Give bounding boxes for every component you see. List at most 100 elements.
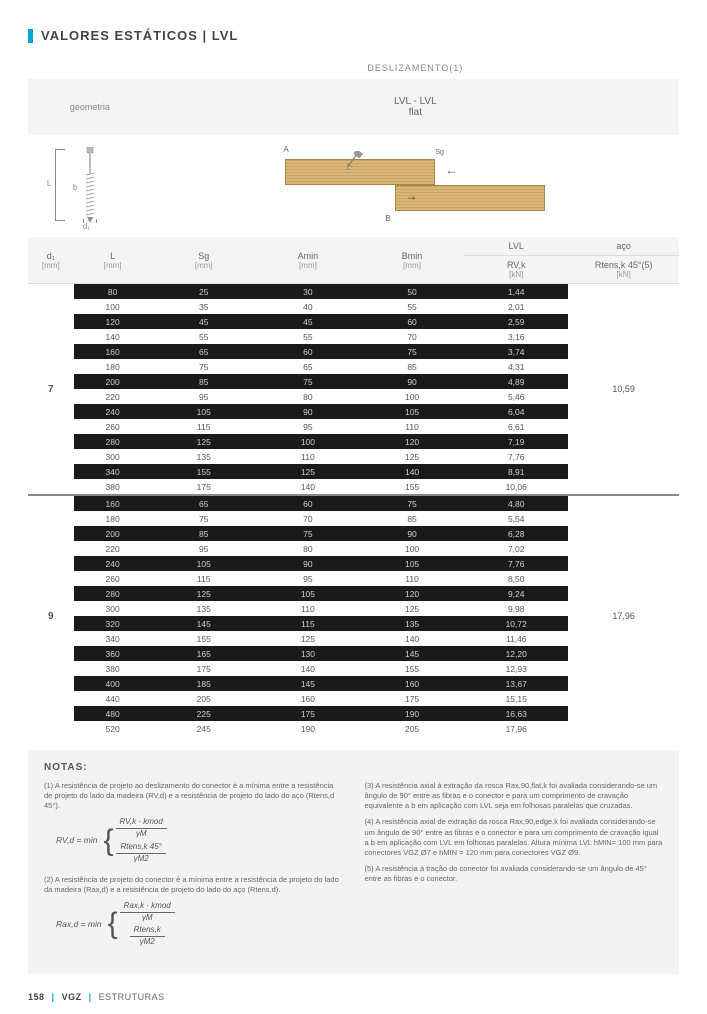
col-Sg: Sg[mm]: [152, 237, 256, 284]
cell-Sg: 105: [152, 404, 256, 419]
cell-Amin: 160: [256, 691, 360, 706]
cell-Amin: 75: [256, 374, 360, 389]
cell-Rvk: 4,31: [464, 359, 568, 374]
cell-Amin: 95: [256, 419, 360, 434]
cell-Bmin: 75: [360, 495, 464, 511]
cell-Amin: 100: [256, 434, 360, 449]
cell-Bmin: 90: [360, 374, 464, 389]
cell-Sg: 135: [152, 449, 256, 464]
cell-Rvk: 5,46: [464, 389, 568, 404]
cell-Bmin: 110: [360, 419, 464, 434]
header-geometria: geometria: [28, 79, 152, 135]
cell-Sg: 65: [152, 344, 256, 359]
cell-L: 160: [74, 495, 152, 511]
cell-Rvk: 10,72: [464, 616, 568, 631]
screw-icon: [81, 147, 99, 225]
cell-Amin: 110: [256, 449, 360, 464]
col-L: L[mm]: [74, 237, 152, 284]
cell-Bmin: 155: [360, 479, 464, 495]
footer-page: 158: [28, 992, 45, 1002]
cell-Sg: 125: [152, 586, 256, 601]
cell-Sg: 115: [152, 571, 256, 586]
cell-Sg: 85: [152, 374, 256, 389]
note-3: (3) A resistência axial à extração da ro…: [365, 781, 664, 811]
cell-Bmin: 120: [360, 434, 464, 449]
col-Amin: Amin[mm]: [256, 237, 360, 284]
cell-Amin: 80: [256, 389, 360, 404]
cell-Amin: 90: [256, 404, 360, 419]
cell-Rvk: 11,46: [464, 631, 568, 646]
cell-L: 140: [74, 329, 152, 344]
cell-Bmin: 90: [360, 526, 464, 541]
cell-Sg: 125: [152, 434, 256, 449]
cell-Rvk: 9,98: [464, 601, 568, 616]
cell-Bmin: 105: [360, 404, 464, 419]
cell-Bmin: 125: [360, 601, 464, 616]
cell-L: 280: [74, 434, 152, 449]
cell-Rvk: 6,28: [464, 526, 568, 541]
cell-Bmin: 160: [360, 676, 464, 691]
cell-Bmin: 50: [360, 284, 464, 300]
cell-Sg: 55: [152, 329, 256, 344]
cell-Bmin: 70: [360, 329, 464, 344]
cell-Rvk: 8,50: [464, 571, 568, 586]
cell-L: 300: [74, 601, 152, 616]
cell-Amin: 45: [256, 314, 360, 329]
cell-L: 240: [74, 556, 152, 571]
cell-L: 180: [74, 511, 152, 526]
notes-box: NOTAS: (1) A resistência de projeto ao d…: [28, 750, 679, 974]
cell-Rvk: 16,63: [464, 706, 568, 721]
cell-Sg: 75: [152, 511, 256, 526]
formula-rvd: RV,d = min { RV,k · kmodγM Rtens,k 45°γM…: [56, 817, 343, 864]
cell-Sg: 35: [152, 299, 256, 314]
col-lvl-group: LVL: [464, 237, 568, 256]
cell-Rvk: 5,54: [464, 511, 568, 526]
cell-Amin: 80: [256, 541, 360, 556]
cell-Bmin: 55: [360, 299, 464, 314]
cell-Rvk: 13,67: [464, 676, 568, 691]
cell-Amin: 140: [256, 479, 360, 495]
cell-Rvk: 12,93: [464, 661, 568, 676]
cell-L: 480: [74, 706, 152, 721]
cell-Sg: 45: [152, 314, 256, 329]
cell-Amin: 130: [256, 646, 360, 661]
cell-Sg: 25: [152, 284, 256, 300]
note-5: (5) A resistência à tração do conector f…: [365, 864, 664, 884]
cell-Bmin: 100: [360, 541, 464, 556]
cell-Sg: 165: [152, 646, 256, 661]
cell-Bmin: 120: [360, 586, 464, 601]
cell-Amin: 140: [256, 661, 360, 676]
cell-Rvk: 1,44: [464, 284, 568, 300]
col-Rtens: Rtens,k 45°(5)[kN]: [568, 256, 679, 284]
cell-L: 120: [74, 314, 152, 329]
col-Rvk: RV,k[kN]: [464, 256, 568, 284]
cell-L: 280: [74, 586, 152, 601]
cell-Sg: 225: [152, 706, 256, 721]
cell-L: 260: [74, 419, 152, 434]
cell-L: 200: [74, 526, 152, 541]
cell-Rvk: 17,96: [464, 721, 568, 736]
cell-Amin: 145: [256, 676, 360, 691]
cell-Bmin: 85: [360, 359, 464, 374]
page-title-row: VALORES ESTÁTICOS | LVL: [28, 28, 679, 43]
cell-Sg: 85: [152, 526, 256, 541]
cell-L: 100: [74, 299, 152, 314]
cell-Sg: 185: [152, 676, 256, 691]
cell-Bmin: 60: [360, 314, 464, 329]
cell-Sg: 155: [152, 631, 256, 646]
section-header-deslizamento: DESLIZAMENTO(1): [152, 57, 679, 79]
static-values-table: DESLIZAMENTO(1) geometria LVL - LVL flat…: [28, 57, 679, 736]
cell-Amin: 110: [256, 601, 360, 616]
notes-title: NOTAS:: [44, 762, 663, 773]
cell-aco: 17,96: [568, 495, 679, 736]
cell-Bmin: 75: [360, 344, 464, 359]
cell-L: 300: [74, 449, 152, 464]
cell-Sg: 205: [152, 691, 256, 706]
cell-Rvk: 8,91: [464, 464, 568, 479]
cell-Sg: 175: [152, 661, 256, 676]
cell-Amin: 115: [256, 616, 360, 631]
cell-L: 220: [74, 541, 152, 556]
cell-Amin: 60: [256, 344, 360, 359]
cell-Rvk: 10,06: [464, 479, 568, 495]
cell-Rvk: 3,74: [464, 344, 568, 359]
